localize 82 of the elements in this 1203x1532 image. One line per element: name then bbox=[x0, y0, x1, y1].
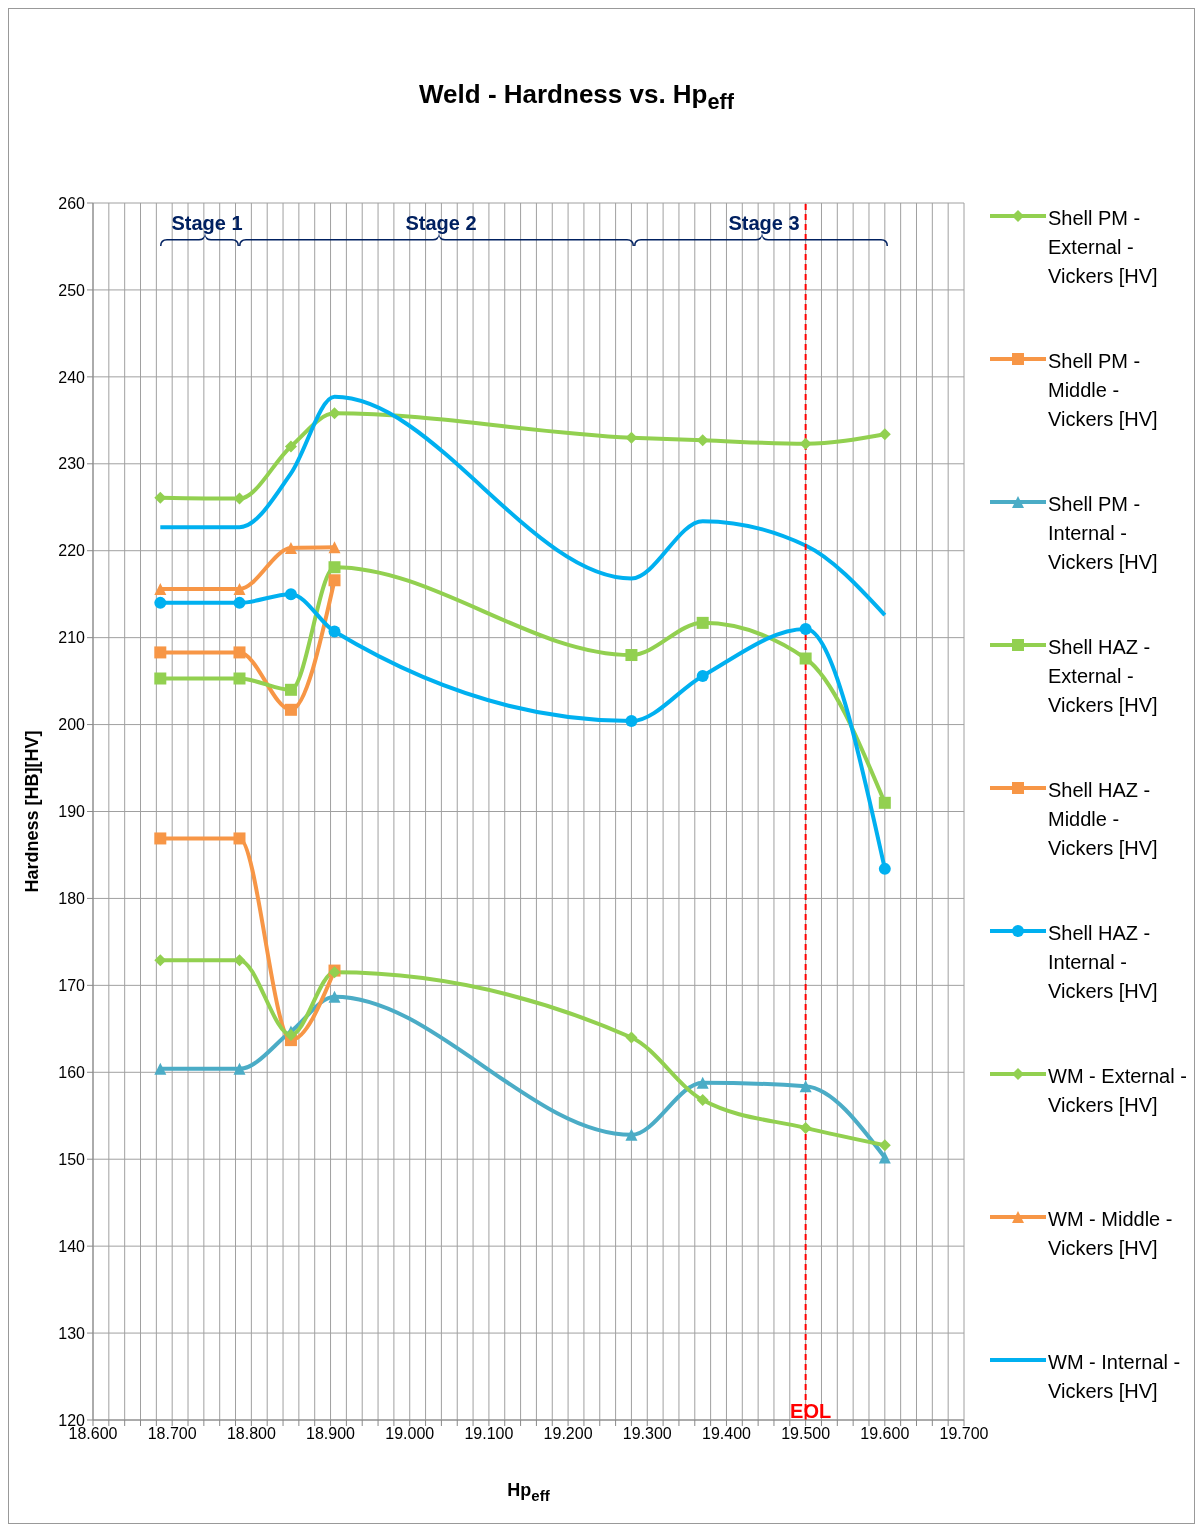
point bbox=[328, 561, 341, 574]
point bbox=[154, 582, 167, 595]
point bbox=[284, 703, 297, 716]
legend-label: Shell PM - External - Vickers [HV] bbox=[1048, 206, 1159, 289]
legend-label: WM - Internal - Vickers [HV] bbox=[1048, 1350, 1182, 1404]
annotation: Stage 3 bbox=[728, 212, 800, 234]
point bbox=[233, 832, 246, 845]
y-tick-label: 190 bbox=[58, 803, 86, 821]
legend-label: Shell HAZ - External - Vickers [HV] bbox=[1048, 635, 1159, 718]
x-tick-label: 19.000 bbox=[385, 1425, 435, 1443]
y-tick-label: 200 bbox=[58, 716, 86, 734]
x-axis-title: Hp$_{eff}$ bbox=[506, 1480, 551, 1504]
point bbox=[328, 541, 341, 554]
x-tick-label: 18.700 bbox=[147, 1425, 197, 1443]
x-tick-label: 18.800 bbox=[226, 1425, 276, 1443]
y-tick-label: 210 bbox=[58, 629, 86, 647]
annotation: Stage 1 bbox=[171, 212, 243, 234]
point bbox=[625, 1128, 638, 1141]
legend-label: WM - External - Vickers [HV] bbox=[1048, 1064, 1188, 1118]
point bbox=[878, 796, 891, 809]
x-tick-label: 19.300 bbox=[622, 1425, 672, 1443]
point bbox=[696, 1094, 709, 1107]
x-tick-label: 19.100 bbox=[464, 1425, 514, 1443]
point bbox=[233, 1062, 246, 1075]
point bbox=[284, 683, 297, 696]
point bbox=[154, 832, 167, 845]
legend-label: Shell PM - Middle - Vickers [HV] bbox=[1048, 349, 1159, 432]
y-tick-label: 250 bbox=[58, 281, 86, 299]
point bbox=[233, 672, 246, 685]
point bbox=[284, 542, 297, 555]
point bbox=[696, 1076, 709, 1089]
point bbox=[878, 862, 891, 875]
legend-label: Shell HAZ - Middle - Vickers [HV] bbox=[1048, 778, 1159, 861]
point bbox=[799, 1121, 812, 1134]
legend-label: Shell HAZ - Internal - Vickers [HV] bbox=[1048, 921, 1159, 1004]
x-tick-label: 19.400 bbox=[701, 1425, 752, 1443]
y-tick-label: 150 bbox=[58, 1150, 86, 1168]
point bbox=[696, 616, 709, 629]
y-tick-label: 240 bbox=[58, 368, 86, 386]
point bbox=[878, 1139, 891, 1152]
ref-line-label: EOL bbox=[790, 1400, 832, 1422]
line-series bbox=[158, 394, 887, 618]
point bbox=[154, 646, 167, 659]
point bbox=[799, 652, 812, 665]
point bbox=[154, 1062, 167, 1075]
y-tick-label: 160 bbox=[58, 1063, 86, 1081]
point bbox=[328, 574, 341, 587]
point bbox=[625, 1031, 638, 1044]
x-tick-label: 18.900 bbox=[306, 1425, 356, 1443]
point bbox=[799, 622, 812, 635]
point bbox=[696, 669, 709, 682]
legend-label: Shell PM - Internal - Vickers [HV] bbox=[1048, 492, 1159, 575]
point bbox=[284, 588, 297, 601]
x-tick-label: 18.600 bbox=[68, 1425, 118, 1443]
y-tick-label: 170 bbox=[58, 977, 86, 995]
y-tick-label: 220 bbox=[58, 542, 86, 560]
x-tick-label: 19.200 bbox=[543, 1425, 593, 1443]
point bbox=[233, 582, 246, 595]
y-axis-title: Hardness [HB][HV] bbox=[21, 730, 43, 893]
point bbox=[878, 1151, 891, 1164]
y-tick-label: 260 bbox=[58, 194, 86, 212]
point bbox=[233, 596, 246, 609]
point bbox=[154, 672, 167, 685]
x-tick-label: 19.600 bbox=[860, 1425, 910, 1443]
legend-label: WM - Middle - Vickers [HV] bbox=[1048, 1207, 1174, 1261]
point bbox=[328, 990, 341, 1003]
y-tick-label: 180 bbox=[58, 890, 86, 908]
point bbox=[328, 625, 341, 638]
annotation: Stage 2 bbox=[405, 212, 477, 234]
chart-title: Weld - Hardness vs. Hp$_{eff}$ bbox=[418, 79, 735, 116]
y-tick-label: 140 bbox=[58, 1237, 86, 1255]
point bbox=[799, 1080, 812, 1093]
point bbox=[878, 428, 891, 441]
x-tick-label: 19.500 bbox=[781, 1425, 831, 1443]
y-tick-label: 230 bbox=[58, 455, 86, 473]
point bbox=[625, 715, 638, 728]
point bbox=[233, 646, 246, 659]
y-tick-label: 130 bbox=[58, 1324, 86, 1342]
point bbox=[154, 596, 167, 609]
x-tick-label: 19.700 bbox=[939, 1425, 989, 1443]
point bbox=[284, 440, 297, 453]
point bbox=[625, 649, 638, 662]
